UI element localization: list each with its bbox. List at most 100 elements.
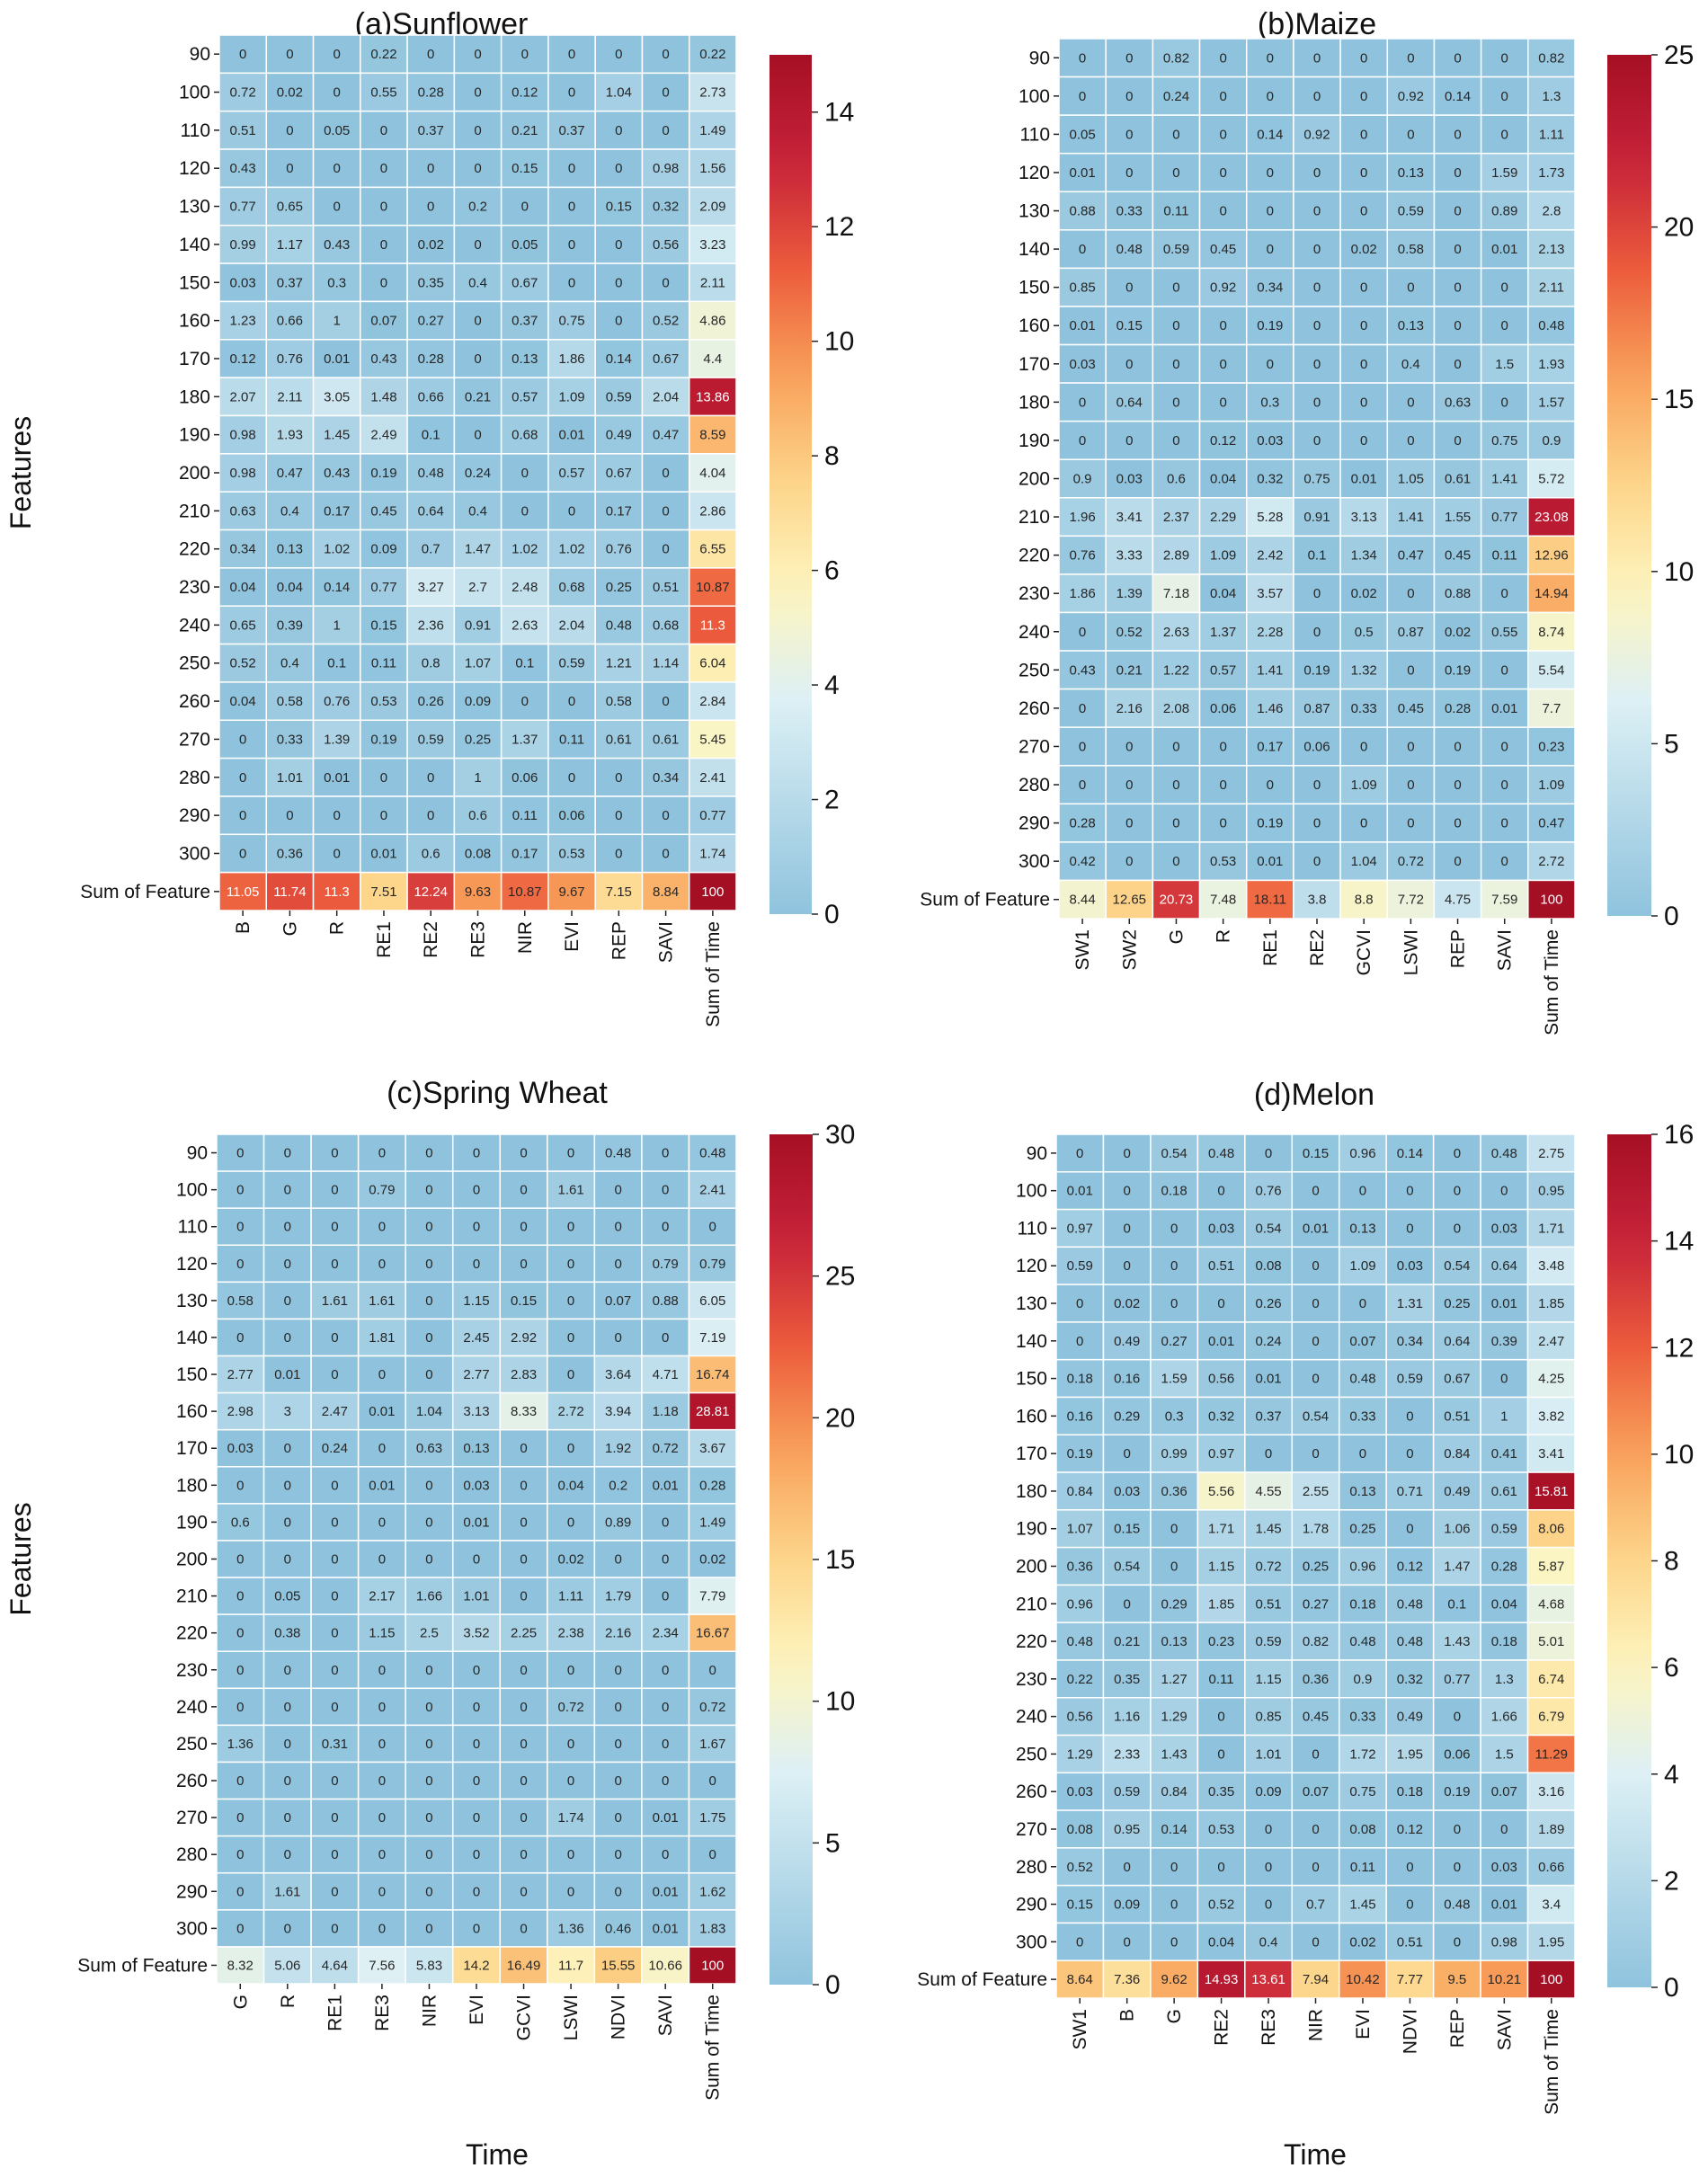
cell-value-label: 0 — [1312, 1822, 1319, 1837]
heatmap-cell — [406, 453, 456, 493]
heatmap-cell — [1058, 382, 1107, 422]
cell-value-label: 0 — [1501, 50, 1508, 66]
cell-value-label: 0.01 — [1257, 854, 1283, 869]
cell-value-label: 5.01 — [1538, 1634, 1564, 1649]
cell-value-label: 1.73 — [1538, 165, 1564, 181]
cell-value-label: 28.81 — [696, 1404, 730, 1419]
cell-value-label: 5.54 — [1538, 662, 1564, 678]
heatmap-cell — [547, 1946, 596, 1985]
heatmap-cell — [265, 34, 315, 75]
y-tick-label: 190 — [179, 425, 210, 446]
heatmap-cell — [1386, 382, 1436, 422]
cell-value-label: 0 — [1172, 395, 1179, 410]
cell-value-label: 0.88 — [1069, 204, 1095, 219]
cell-value-label: 0 — [425, 1847, 432, 1862]
cell-value-label: 15.81 — [1535, 1484, 1569, 1499]
cell-value-label: 0 — [284, 1220, 291, 1235]
x-tick-label: GCVI — [1354, 929, 1374, 975]
heatmap-cell — [1245, 76, 1294, 116]
heatmap-cell — [499, 1391, 548, 1431]
cell-value-label: 0.45 — [1303, 1710, 1329, 1725]
heatmap-cell — [1245, 497, 1294, 538]
cell-value-label: 0 — [425, 1478, 432, 1493]
cell-value-label: 0.57 — [558, 466, 584, 481]
heatmap-cell — [262, 1724, 312, 1764]
cell-value-label: 2.16 — [1116, 701, 1143, 716]
heatmap-cell — [641, 262, 690, 303]
heatmap-cell — [1055, 1772, 1105, 1811]
heatmap-cell — [310, 1170, 360, 1209]
cell-value-label: 0 — [1125, 165, 1133, 181]
heatmap-cell — [1105, 458, 1154, 499]
cell-value-label: 2.33 — [1114, 1746, 1140, 1762]
cell-value-label: 0 — [425, 1330, 432, 1346]
x-tick-label: NIR — [1306, 2009, 1327, 2041]
cell-value-label: 0.82 — [1303, 1634, 1329, 1649]
cell-value-label: 0 — [1219, 395, 1226, 410]
heatmap-cell — [310, 1540, 360, 1578]
cell-value-label: 7.59 — [1491, 893, 1517, 908]
heatmap-cell — [265, 795, 315, 836]
heatmap-cell — [405, 1503, 454, 1542]
cell-value-label: 0.84 — [1161, 1784, 1188, 1799]
cell-value-label: 0.43 — [370, 351, 396, 367]
heatmap-cell — [310, 1909, 360, 1948]
cell-value-label: 0.01 — [463, 1515, 489, 1530]
cell-value-label: 0.8 — [422, 656, 440, 671]
heatmap-cell — [1338, 1847, 1387, 1887]
y-tick-label: 120 — [1016, 1256, 1047, 1276]
heatmap-cell — [1385, 1884, 1435, 1924]
heatmap-cell — [1339, 458, 1389, 499]
cell-value-label: 0.03 — [1491, 1221, 1517, 1236]
cell-value-label: 0 — [1170, 1221, 1178, 1236]
heatmap-cell — [1386, 114, 1436, 155]
cell-value-label: 0 — [1313, 816, 1321, 831]
colorbar — [769, 55, 812, 914]
cell-value-label: 0 — [378, 1367, 386, 1382]
heatmap-cell — [1102, 1734, 1152, 1774]
heatmap-cell — [1432, 1847, 1481, 1887]
cell-value-label: 0 — [1454, 739, 1461, 754]
cell-value-label: 0 — [1217, 1184, 1224, 1199]
heatmap-cell — [1293, 803, 1341, 843]
cell-value-label: 0 — [1454, 318, 1461, 333]
heatmap-cell — [547, 300, 596, 341]
heatmap-cell — [1150, 1321, 1199, 1361]
heatmap-cell — [547, 1835, 596, 1874]
heatmap-cell — [360, 377, 408, 417]
heatmap-cell — [1196, 1133, 1246, 1173]
y-tick-label: 200 — [179, 463, 210, 484]
cell-value-label: 16.49 — [507, 1958, 541, 1973]
cell-value-label: 0 — [378, 1810, 386, 1826]
cell-value-label: 0.03 — [227, 1441, 254, 1456]
x-tick-label: REP — [1448, 929, 1469, 968]
y-tick-label: 90 — [190, 44, 210, 65]
cell-value-label: 0.11 — [1350, 1860, 1375, 1875]
y-tick-label: 280 — [1019, 775, 1050, 795]
heatmap-cell — [1385, 1959, 1435, 1999]
cell-value-label: 2.72 — [1538, 854, 1564, 869]
heatmap-cell — [1291, 1471, 1340, 1511]
heatmap-cell — [1432, 1509, 1481, 1549]
cell-value-label: 0.53 — [1210, 854, 1236, 869]
cell-value-label: 0 — [567, 1367, 574, 1382]
heatmap-cell — [1480, 1584, 1529, 1623]
y-tick-label: 100 — [176, 1180, 208, 1201]
cell-value-label: 1.3 — [1542, 89, 1561, 104]
y-tick-label: 230 — [1016, 1669, 1047, 1690]
heatmap-cell — [1480, 229, 1529, 270]
heatmap-cell — [688, 1428, 737, 1468]
heatmap-cell — [1105, 382, 1154, 422]
heatmap-cell — [1480, 726, 1529, 767]
heatmap-cell — [312, 72, 361, 112]
cell-value-label: 0.33 — [1116, 204, 1143, 219]
cell-value-label: 2.36 — [418, 618, 444, 633]
heatmap-cell — [1196, 1696, 1246, 1737]
cell-value-label: 0 — [331, 1367, 338, 1382]
cell-value-label: 0.68 — [558, 580, 584, 595]
heatmap-cell — [1526, 1509, 1576, 1549]
colorbar-tick-label: 14 — [1664, 1227, 1694, 1257]
heatmap-cell — [312, 529, 361, 569]
colorbar — [769, 1134, 813, 1985]
cell-value-label: 5.06 — [274, 1958, 300, 1973]
